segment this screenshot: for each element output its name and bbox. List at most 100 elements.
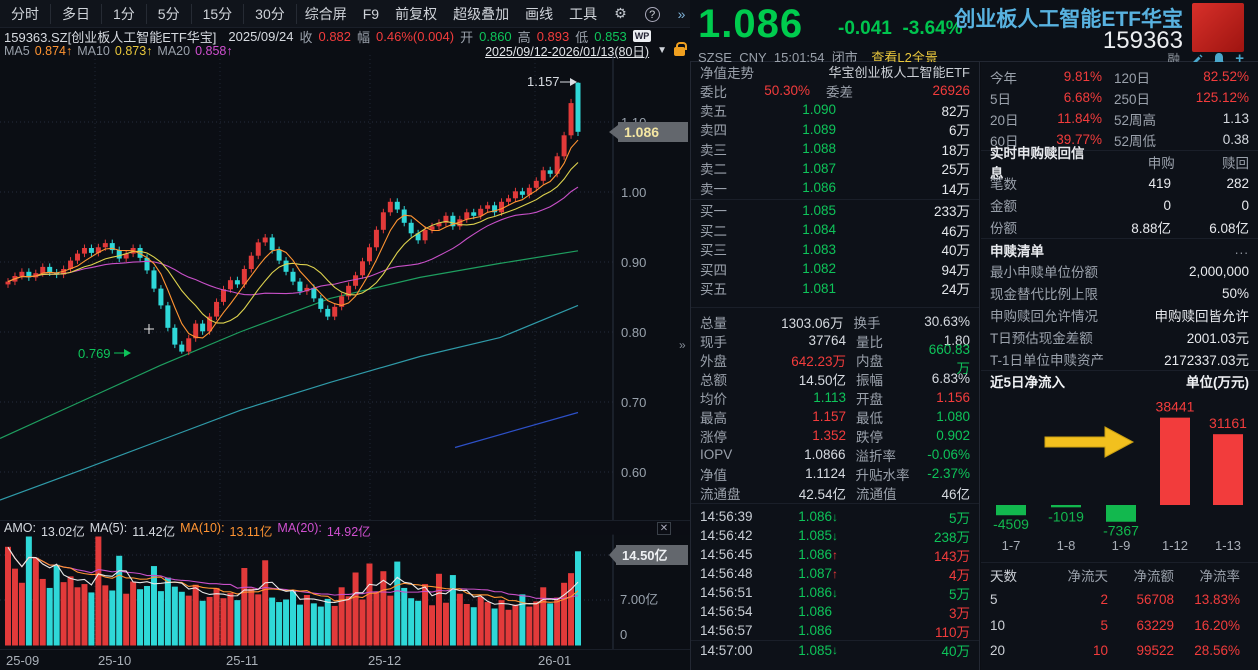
open-value: 0.860 — [479, 28, 512, 44]
add-icon[interactable]: + — [1235, 50, 1244, 67]
period-toolbar: 分时 多日 1分 5分 15分 30分 综合屏 F9 前复权 超级叠加 画线 工具 ⚙ ? » — [0, 0, 690, 28]
redemption-list-header: 申赎清单 ... — [981, 238, 1258, 260]
tick-row: 14:56:48 1.087 ↑ 4万 — [700, 566, 970, 583]
stat-row: 现手 37764 量比 1.80 — [700, 333, 970, 350]
volume-bar-chart[interactable]: 7.00亿 0 14.50亿 — [0, 534, 690, 649]
level1-quote-panel: 净值走势 华宝创业板人工智能ETF 委比 50.30% 委差 26926 卖五 1… — [690, 62, 980, 670]
svg-text:1.086: 1.086 — [624, 124, 659, 140]
instrument-info-bar: 159363.SZ[创业板人工智能ETF华宝] 2025/09/24 收 0.88… — [4, 28, 652, 45]
time-and-sales: 14:56:39 1.086 ↓ 5万 14:56:42 1.085 ↓ 238万 14:56:… — [691, 505, 979, 659]
bid-row[interactable]: 买二 1.084 46万 — [700, 222, 970, 239]
lock-icon[interactable] — [674, 42, 687, 56]
close-volume-pane-icon[interactable]: ✕ — [657, 522, 671, 535]
tick-row: 14:56:57 1.086 110万 — [700, 623, 970, 640]
svg-text:1-12: 1-12 — [1162, 538, 1188, 553]
fund-fullname: 华宝创业板人工智能ETF — [828, 65, 970, 80]
symbol-name: 159363.SZ[创业板人工智能ETF华宝] — [4, 29, 217, 45]
panel-collapse-handle[interactable]: » — [679, 338, 686, 352]
bid-row[interactable]: 买三 1.083 40万 — [700, 241, 970, 259]
redemption-row: 现金替代比例上限 50% — [990, 285, 1249, 303]
toolbar-menu[interactable]: 工具 — [569, 5, 598, 22]
time-axis: 25-09 25-10 25-11 25-12 26-01 — [0, 649, 690, 670]
ask-row[interactable]: 卖四 1.089 6万 — [700, 121, 970, 139]
stat-row: 最高 1.157 最低 1.080 — [700, 409, 970, 426]
redemption-row: 最小申赎单位份额 2,000,000 — [990, 263, 1249, 281]
date-range-dropdown-icon[interactable]: ▼ — [657, 45, 667, 56]
stat-row: 外盘 642.23万 内盘 660.83万 — [700, 342, 970, 376]
stat-row: IOPV 1.0866 溢折率 -0.06% — [700, 447, 970, 464]
alert-bell-icon[interactable] — [1212, 52, 1226, 66]
bid-row[interactable]: 买一 1.085 233万 — [700, 202, 970, 220]
more-ellipsis[interactable]: ... — [1234, 242, 1249, 257]
stat-row: 净值 1.1124 升贴水率 -2.37% — [700, 466, 970, 483]
weibi-row: 委比 50.30% 委差 26926 — [700, 83, 970, 100]
wp-badge-icon[interactable]: WP — [632, 30, 652, 42]
net-inflow-table-row: 10 5 63229 16.20% — [990, 617, 1240, 633]
last-price: 1.086 — [698, 2, 804, 46]
tick-row: 14:56:45 1.086 ↑ 143万 — [700, 547, 970, 564]
svg-text:1-9: 1-9 — [1112, 538, 1131, 553]
svg-text:31161: 31161 — [1209, 415, 1247, 431]
x-axis-label: 25-11 — [226, 653, 259, 668]
svg-text:-1019: -1019 — [1048, 508, 1084, 524]
toolbar-menu[interactable]: 综合屏 — [304, 5, 347, 22]
more-chevron-icon[interactable]: » — [677, 5, 686, 22]
net-inflow-table-row: 5 2 56708 13.83% — [990, 592, 1240, 608]
settings-gear-icon[interactable]: ⚙ — [614, 5, 627, 21]
nav-tabs-row: 净值走势 华宝创业板人工智能ETF — [691, 62, 979, 81]
ma10-value: 0.873↑ — [114, 43, 153, 58]
bar-date: 2025/09/24 — [228, 28, 294, 44]
svg-text:14.50亿: 14.50亿 — [622, 548, 668, 563]
x-axis-label: 25-09 — [6, 653, 40, 668]
l2-panorama-link[interactable]: 查看L2全景 — [871, 50, 938, 65]
toolbar-menu[interactable]: 画线 — [525, 5, 554, 22]
perf-row: 5日 6.68% 250日 125.12% — [990, 90, 1249, 107]
toolbar-menu[interactable]: 超级叠加 — [453, 5, 510, 22]
market-status-line: SZSE CNY 15:01:54 闭市 查看L2全景 — [698, 50, 938, 65]
svg-text:-7367: -7367 — [1103, 523, 1139, 539]
bid-row[interactable]: 买五 1.081 24万 — [700, 280, 970, 298]
low-value: 0.853 — [594, 28, 627, 44]
tick-row: 14:56:42 1.085 ↓ 238万 — [700, 528, 970, 545]
redemption-list-rows: 最小申赎单位份额 2,000,000 现金替代比例上限 50% 申购赎回允许情况 申购赎回… — [981, 260, 1258, 370]
period-tab[interactable]: 分时 — [0, 3, 51, 24]
net-inflow-table: 天数 净流天 净流额 净流率 5 2 56708 13.83% 10 5 63229 16.20% 2… — [981, 562, 1258, 664]
svg-text:0.769: 0.769 — [78, 346, 111, 361]
amo-value: 13.02亿 — [40, 525, 85, 539]
toolbar-menu[interactable]: 前复权 — [395, 5, 438, 22]
bid-row[interactable]: 买四 1.082 94万 — [700, 261, 970, 278]
period-tab[interactable]: 15分 — [192, 3, 245, 24]
nav-tab-nav-trend[interactable]: 净值走势 — [700, 65, 754, 81]
fund-title: 创业板人工智能ETF华宝 — [954, 8, 1183, 31]
visible-date-range[interactable]: 2025/09/12-2026/01/13(80日) — [485, 45, 650, 59]
x-axis-label: 26-01 — [538, 653, 572, 668]
net-inflow-table-row: 20 10 99522 28.56% — [990, 643, 1240, 659]
tick-row: 14:56:51 1.086 ↓ 5万 — [700, 585, 970, 602]
toolbar-menu[interactable]: F9 — [362, 5, 380, 22]
stat-row: 流通盘 42.54亿 流通值 46亿 — [700, 486, 970, 502]
high-value: 0.893 — [536, 28, 570, 44]
stat-row: 均价 1.113 开盘 1.156 — [700, 390, 970, 407]
ask-row[interactable]: 卖五 1.090 82万 — [700, 102, 970, 119]
svg-text:0.80: 0.80 — [621, 325, 646, 340]
ask-row[interactable]: 卖一 1.086 14万 — [700, 180, 970, 197]
vol-ma5-value: 11.42亿 — [132, 525, 176, 539]
period-tab[interactable]: 5分 — [147, 3, 192, 24]
tick-row: 14:56:54 1.086 3万 — [700, 604, 970, 621]
period-tab[interactable]: 多日 — [51, 3, 102, 24]
ask-row[interactable]: 卖二 1.087 25万 — [700, 160, 970, 178]
stat-row: 总额 14.50亿 振幅 6.83% — [700, 371, 970, 388]
period-tab[interactable]: 30分 — [244, 3, 297, 24]
fund-logo — [1192, 3, 1244, 52]
redemption-row: 申购赎回允许情况 申购赎回皆允许 — [990, 309, 1249, 324]
vol-ma20-value: 14.92亿 — [326, 525, 371, 539]
period-tab[interactable]: 1分 — [102, 3, 147, 24]
ma-legend-bar: MA5 0.874↑ MA10 0.873↑ MA20 0.858↑ 2025/09/… — [0, 42, 690, 59]
ask-row[interactable]: 卖三 1.088 18万 — [700, 141, 970, 158]
tick-row: 14:56:39 1.086 ↓ 5万 — [700, 509, 970, 526]
help-icon[interactable]: ? — [636, 5, 669, 22]
volume-legend-bar: AMO: 13.02亿 MA(5): 11.42亿 MA(10): 13.11亿 MA… — [0, 520, 690, 539]
